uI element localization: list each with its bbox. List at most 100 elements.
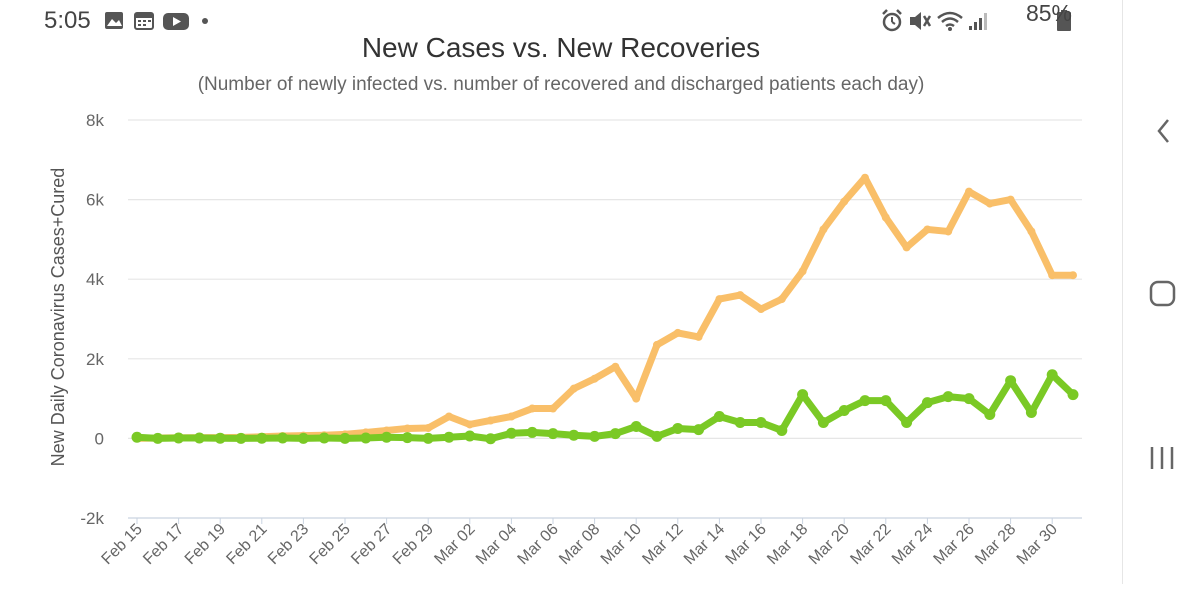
- data-point[interactable]: [485, 433, 497, 445]
- data-point[interactable]: [256, 432, 268, 444]
- data-point[interactable]: [859, 395, 871, 407]
- data-point[interactable]: [318, 432, 330, 444]
- data-point[interactable]: [901, 416, 913, 428]
- data-point[interactable]: [651, 430, 663, 442]
- data-point[interactable]: [1069, 271, 1077, 280]
- data-point[interactable]: [611, 362, 620, 371]
- data-point[interactable]: [817, 416, 829, 428]
- x-tick-label: Feb 17: [140, 521, 187, 568]
- data-point[interactable]: [360, 432, 372, 444]
- data-point[interactable]: [339, 432, 351, 444]
- data-point[interactable]: [902, 243, 911, 252]
- data-point[interactable]: [465, 420, 474, 429]
- data-point[interactable]: [1025, 407, 1037, 419]
- data-point[interactable]: [193, 432, 205, 444]
- data-point[interactable]: [755, 416, 767, 428]
- grid-lines: [128, 119, 1082, 519]
- data-point[interactable]: [921, 397, 933, 409]
- data-point[interactable]: [528, 404, 537, 413]
- data-point[interactable]: [214, 432, 226, 444]
- data-point[interactable]: [549, 404, 557, 413]
- data-point[interactable]: [653, 340, 661, 349]
- x-tick-label: Mar 06: [515, 521, 562, 568]
- data-point[interactable]: [840, 197, 849, 206]
- data-point[interactable]: [1006, 195, 1015, 204]
- data-point[interactable]: [672, 422, 684, 434]
- x-tick-label: Mar 24: [889, 521, 936, 568]
- data-point[interactable]: [798, 267, 807, 276]
- data-point[interactable]: [526, 426, 538, 438]
- data-point[interactable]: [297, 432, 309, 444]
- data-point[interactable]: [736, 291, 745, 300]
- data-point[interactable]: [880, 395, 892, 407]
- data-point[interactable]: [715, 295, 724, 304]
- y-tick-label: 4k: [86, 270, 104, 289]
- data-point[interactable]: [673, 328, 682, 337]
- alarm-icon: [882, 9, 902, 32]
- data-point[interactable]: [277, 432, 289, 444]
- data-point[interactable]: [590, 374, 599, 383]
- data-point[interactable]: [507, 412, 516, 421]
- x-tick-label: Mar 18: [764, 521, 811, 568]
- data-point[interactable]: [713, 411, 725, 423]
- data-point[interactable]: [401, 432, 413, 444]
- data-point[interactable]: [152, 432, 164, 444]
- data-point[interactable]: [776, 424, 788, 436]
- chart-subtitle: (Number of newly infected vs. number of …: [197, 74, 925, 95]
- data-point[interactable]: [445, 412, 453, 421]
- y-tick-label: -2k: [80, 509, 104, 528]
- data-point[interactable]: [589, 430, 601, 442]
- data-point[interactable]: [464, 430, 476, 442]
- recents-icon[interactable]: [1150, 447, 1174, 469]
- data-point[interactable]: [403, 424, 412, 433]
- data-point[interactable]: [963, 393, 975, 405]
- data-point[interactable]: [486, 416, 495, 425]
- x-tick-label: Mar 28: [972, 521, 1019, 568]
- data-point[interactable]: [881, 213, 890, 222]
- data-point[interactable]: [424, 424, 433, 433]
- calendar-icon: [134, 12, 154, 30]
- data-point[interactable]: [547, 428, 559, 440]
- data-point[interactable]: [777, 295, 786, 304]
- data-point[interactable]: [694, 332, 703, 341]
- data-point[interactable]: [173, 432, 185, 444]
- data-point[interactable]: [1027, 227, 1036, 236]
- series-1: [131, 369, 1079, 445]
- data-point[interactable]: [443, 431, 455, 443]
- x-tick-label: Feb 27: [348, 521, 395, 568]
- back-icon[interactable]: [1157, 119, 1169, 143]
- data-point[interactable]: [797, 389, 809, 401]
- data-point[interactable]: [819, 225, 828, 234]
- data-point[interactable]: [568, 429, 580, 441]
- data-point[interactable]: [569, 384, 578, 393]
- data-point[interactable]: [1005, 375, 1017, 387]
- home-icon[interactable]: [1149, 280, 1176, 307]
- signal-icon: [969, 13, 987, 30]
- x-tick-label: Mar 16: [723, 521, 770, 568]
- data-point[interactable]: [693, 424, 705, 436]
- data-point[interactable]: [942, 391, 954, 403]
- data-point[interactable]: [923, 225, 932, 234]
- data-point[interactable]: [422, 432, 434, 444]
- data-point[interactable]: [838, 405, 850, 417]
- data-point[interactable]: [131, 431, 143, 443]
- data-point[interactable]: [630, 420, 642, 432]
- data-point[interactable]: [505, 427, 517, 439]
- data-point[interactable]: [965, 187, 973, 196]
- data-point[interactable]: [1046, 369, 1058, 381]
- y-axis-ticks: -2k 0 2k 4k 6k 8k: [80, 111, 104, 528]
- data-point[interactable]: [1048, 271, 1057, 280]
- data-point[interactable]: [985, 199, 994, 208]
- x-tick-label: Feb 23: [265, 521, 312, 568]
- data-point[interactable]: [609, 428, 621, 440]
- data-point[interactable]: [944, 227, 953, 236]
- data-point[interactable]: [734, 416, 746, 428]
- data-point[interactable]: [235, 432, 247, 444]
- data-point[interactable]: [1067, 389, 1079, 401]
- data-point[interactable]: [632, 394, 641, 403]
- x-tick-label: Mar 20: [806, 521, 853, 568]
- data-point[interactable]: [984, 409, 996, 421]
- data-point[interactable]: [757, 305, 765, 314]
- data-point[interactable]: [861, 173, 869, 182]
- data-point[interactable]: [381, 431, 393, 443]
